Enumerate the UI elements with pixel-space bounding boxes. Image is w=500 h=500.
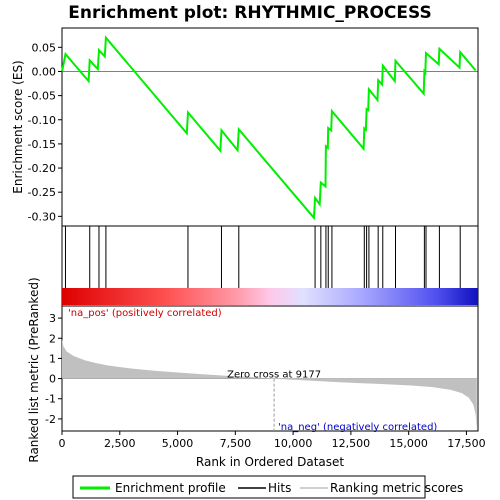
- x-tick-label: 17,500: [447, 437, 486, 450]
- es-y-tick-label: 0.00: [32, 65, 57, 78]
- legend-box: [72, 475, 426, 499]
- x-tick-label: 12,500: [332, 437, 371, 450]
- metric-y-tick-label: -1: [45, 393, 56, 406]
- metric-y-axis: 3 2 1 0 -1 -2: [45, 312, 62, 426]
- hit-markers: [64, 226, 461, 288]
- legend: Enrichment profile Hits Ranking metric s…: [72, 475, 463, 499]
- zero-cross-label: Zero cross at 9177: [227, 370, 321, 381]
- x-tick-label: 15,000: [389, 437, 428, 450]
- ranking-metric-area: [62, 339, 477, 430]
- es-y-tick-label: 0.05: [32, 41, 57, 54]
- metric-y-tick-label: -2: [45, 413, 56, 426]
- legend-ranking-metric-scores: Ranking metric scores: [330, 481, 463, 495]
- x-tick-label: 2,500: [104, 437, 136, 450]
- positive-label: 'na_pos' (positively correlated): [68, 308, 222, 319]
- es-y-tick-label: -0.25: [28, 186, 56, 199]
- metric-y-tick-label: 2: [49, 332, 56, 345]
- enrichment-profile-line: [61, 35, 477, 221]
- es-y-tick-label: -0.05: [28, 90, 56, 103]
- es-panel: 0.05 0.00 -0.05 -0.10 -0.15 -0.20 -0.25 -0.30 E…: [11, 27, 479, 227]
- hits-panel: [61, 225, 479, 307]
- es-y-tick-label: -0.20: [28, 162, 56, 175]
- metric-y-label: Ranked list metric (PreRanked): [27, 277, 41, 462]
- x-tick-label: 7,500: [220, 437, 252, 450]
- es-y-tick-label: -0.10: [28, 114, 56, 127]
- ranked-list-color-bar: [62, 288, 478, 305]
- negative-label: 'na_neg' (negatively correlated): [278, 422, 437, 433]
- x-tick-label: 0: [59, 437, 66, 450]
- es-y-tick-label: -0.30: [28, 210, 56, 223]
- metric-x-axis: 0 2,500 5,000 7,500 10,000 12,500 15,000 17,500: [59, 431, 486, 450]
- metric-y-tick-label: 1: [49, 352, 56, 365]
- x-tick-label: 5,000: [162, 437, 194, 450]
- metric-y-tick-label: 3: [49, 312, 56, 325]
- chart-title: Enrichment plot: RHYTHMIC_PROCESS: [68, 3, 432, 23]
- es-y-tick-label: -0.15: [28, 138, 56, 151]
- x-axis-label: Rank in Ordered Dataset: [196, 455, 344, 469]
- legend-hits: Hits: [268, 481, 291, 495]
- metric-panel: Zero cross at 9177 'na_pos' (positively …: [27, 277, 486, 469]
- x-tick-label: 10,000: [274, 437, 313, 450]
- metric-y-tick-label: 0: [49, 373, 56, 386]
- es-y-label: Enrichment score (ES): [11, 60, 25, 193]
- es-panel-frame: [61, 27, 479, 227]
- es-y-axis: 0.05 0.00 -0.05 -0.10 -0.15 -0.20 -0.25 -0.30: [28, 41, 62, 223]
- legend-enrichment-profile: Enrichment profile: [115, 481, 226, 495]
